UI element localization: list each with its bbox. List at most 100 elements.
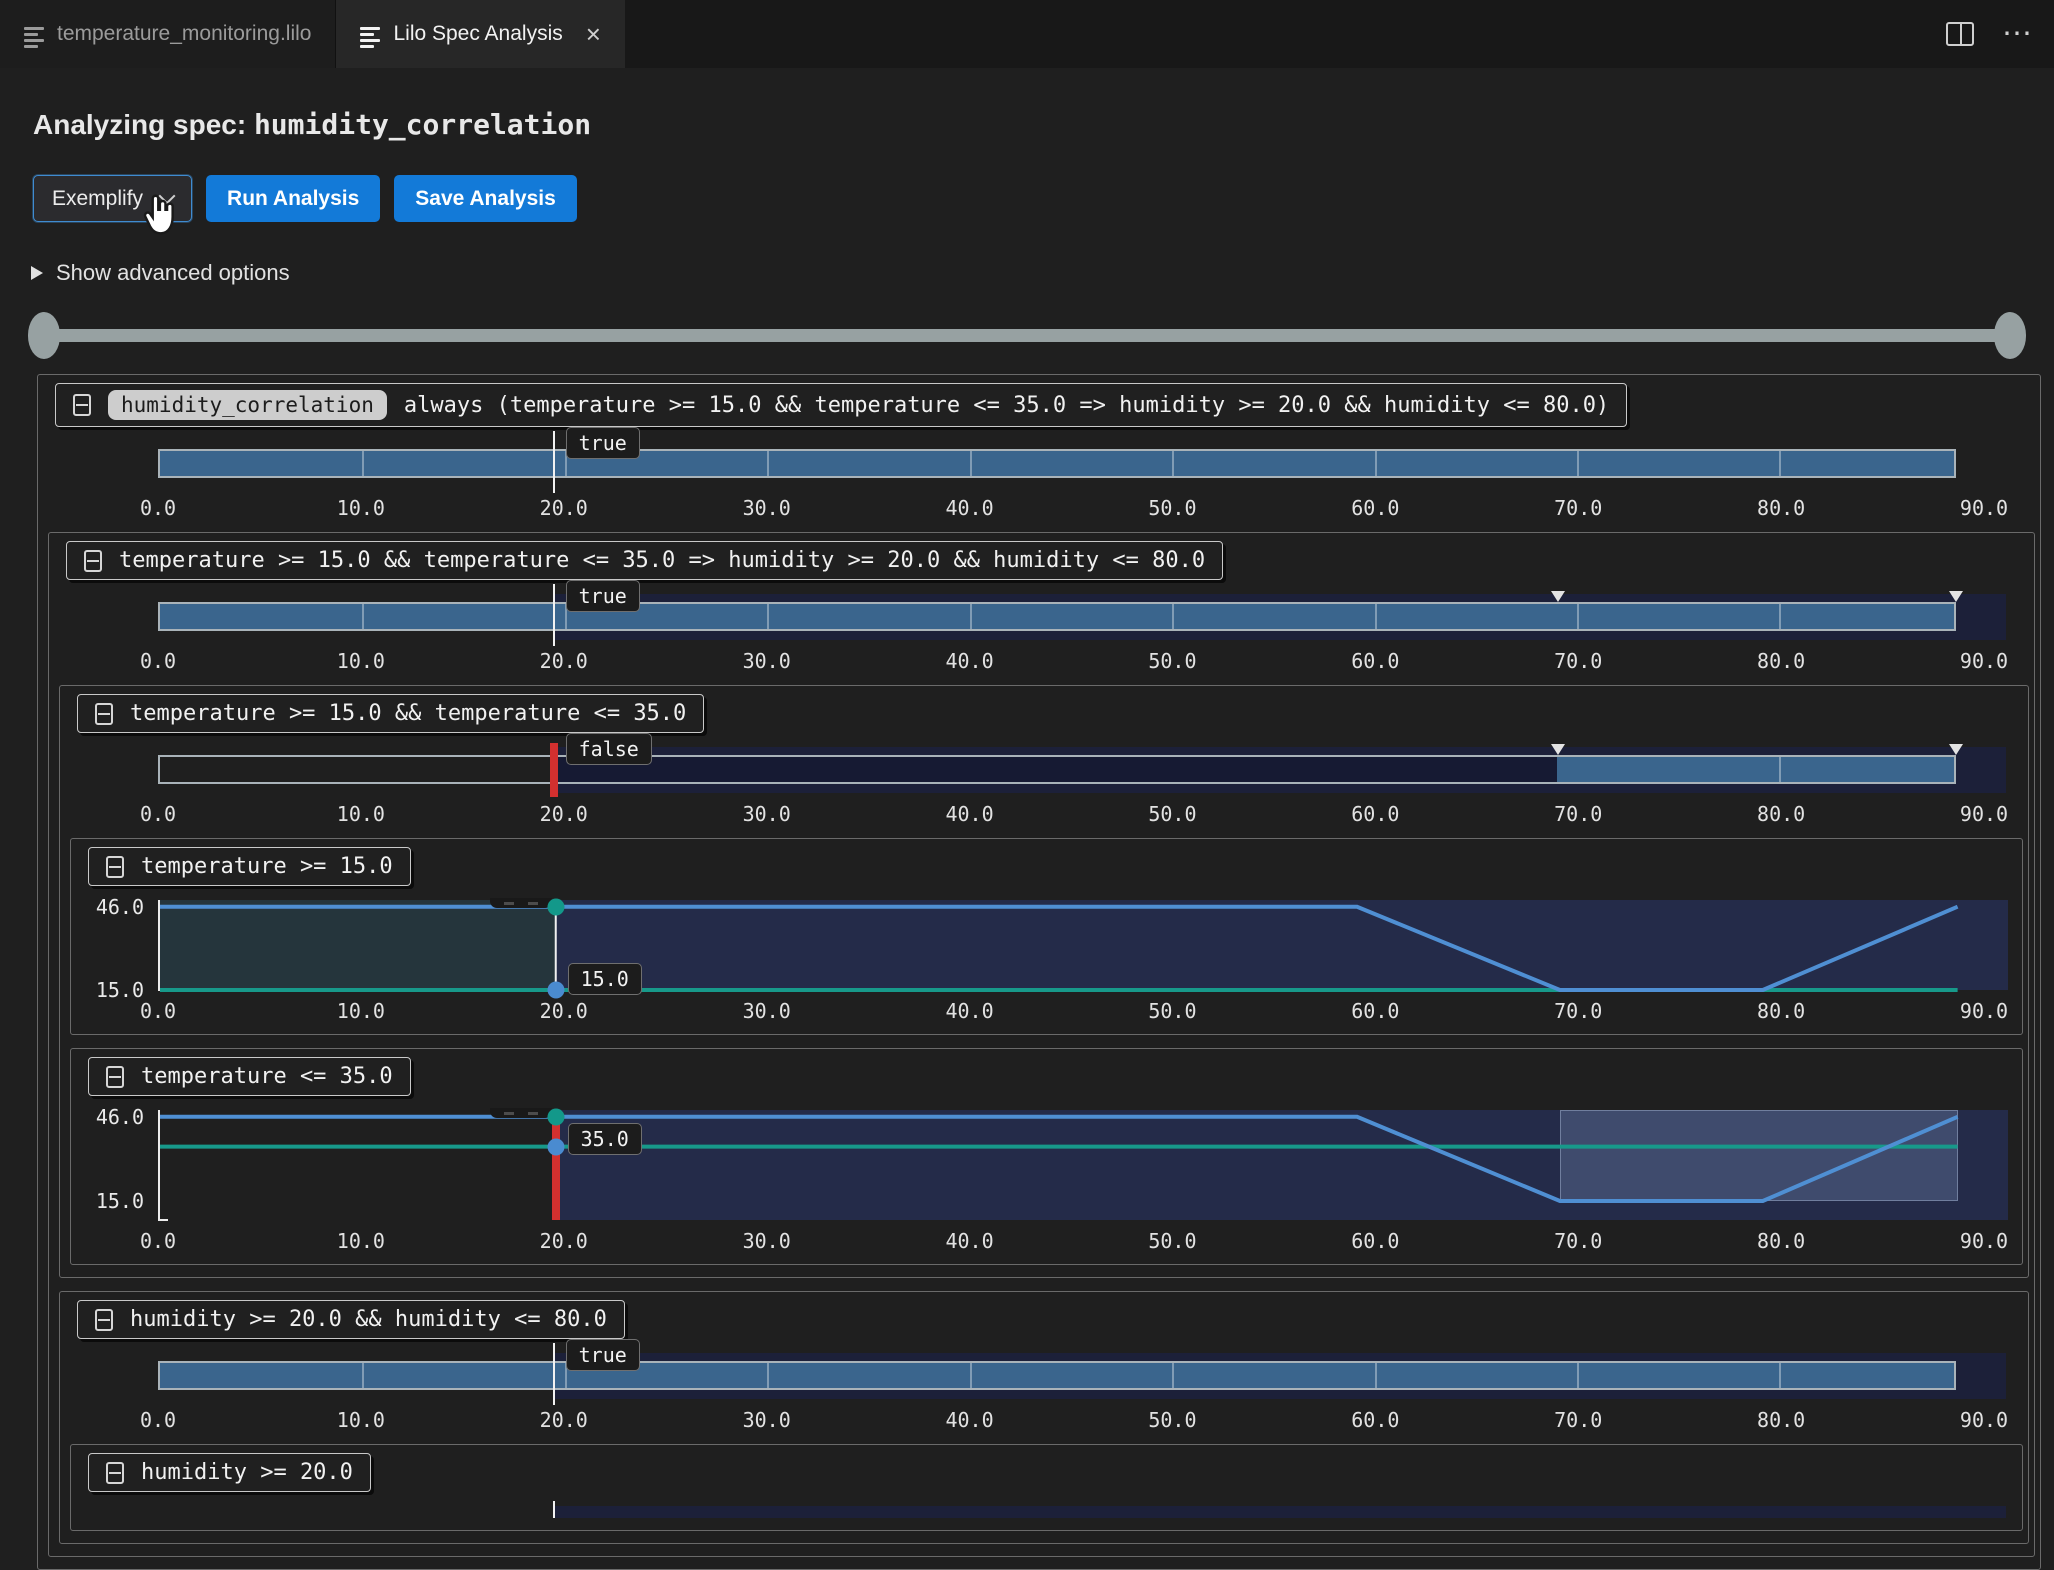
segment-divider-icon: [362, 1363, 365, 1388]
collapse-icon[interactable]: [84, 549, 102, 572]
axis-tick-label: 20.0: [539, 1229, 588, 1253]
page-title: Analyzing spec: humidity_correlation: [33, 108, 2054, 141]
cursor-red-line: [549, 743, 558, 797]
signal-chart-plot[interactable]: 46.0 15.0 15.0: [96, 895, 2008, 1002]
slider-handle-left[interactable]: [28, 312, 60, 359]
spec-name-badge: humidity_correlation: [108, 390, 387, 420]
slider-track[interactable]: [42, 329, 2012, 342]
axis-tick-label: 60.0: [1351, 1408, 1400, 1432]
signal-chart-partial[interactable]: [158, 1501, 2006, 1518]
collapse-icon[interactable]: [95, 1308, 113, 1331]
segment-divider-icon: [1577, 451, 1580, 476]
verdict-tooltip: 15.0: [567, 962, 642, 995]
advanced-options-label: Show advanced options: [56, 260, 290, 285]
cursor-white-line: [552, 1501, 555, 1518]
bool-timeline-plot[interactable]: true: [158, 580, 2006, 646]
cursor-signal-dot: [547, 898, 565, 916]
collapse-icon[interactable]: [106, 855, 124, 878]
collapse-icon[interactable]: [106, 1461, 124, 1484]
axis-tick-label: 90.0: [1959, 496, 2009, 520]
axis-tick-label: 50.0: [1148, 1408, 1197, 1432]
bool-timeline-plot[interactable]: true: [158, 427, 1984, 493]
spec-node-header[interactable]: temperature >= 15.0 && temperature <= 35…: [66, 541, 1224, 580]
axis-tick-label: 30.0: [742, 802, 791, 826]
cursor-handle[interactable]: [489, 1108, 552, 1118]
spec-node-implication: temperature >= 15.0 && temperature <= 35…: [48, 532, 2035, 1557]
axis-tick-label: 0.0: [139, 496, 177, 520]
axis-tick-label: 80.0: [1757, 999, 1806, 1023]
bool-timeline-plot[interactable]: true: [158, 1339, 2006, 1405]
segment-divider-icon: [969, 1363, 972, 1388]
signal-chart-plot[interactable]: 46.0 15.0 35.0: [96, 1105, 2008, 1221]
trace-marker-icon: [1948, 591, 1963, 602]
close-icon[interactable]: ×: [585, 19, 601, 49]
spec-node-header[interactable]: humidity >= 20.0 && humidity <= 80.0: [77, 1300, 625, 1339]
tab-temperature-monitoring[interactable]: temperature_monitoring.lilo: [0, 0, 337, 68]
axis-tick-label: 90.0: [1959, 802, 2009, 826]
save-analysis-button[interactable]: Save Analysis: [394, 175, 577, 222]
cursor-threshold-dot: [547, 1138, 565, 1156]
cursor-white-line: [554, 900, 557, 990]
spec-node-header[interactable]: humidity >= 20.0: [88, 1453, 371, 1492]
show-advanced-options-toggle[interactable]: Show advanced options: [31, 260, 2054, 286]
spec-node-header[interactable]: temperature >= 15.0 && temperature <= 35…: [77, 694, 705, 733]
chart-future-region: [555, 900, 2008, 990]
spec-node-temp-le-35: temperature <= 35.0 46.0 15.0 35.0 0.0 10.0 20…: [70, 1048, 2023, 1265]
handle-dash-icon: [527, 1111, 538, 1115]
spec-node-humidity_correlation: humidity_correlation always (temperature …: [37, 374, 2041, 1570]
axis-tick-label: 60.0: [1351, 802, 1400, 826]
triangle-right-icon: [31, 266, 43, 280]
axis-tick-label: 80.0: [1757, 496, 1806, 520]
collapse-icon[interactable]: [95, 702, 113, 725]
axis-tick-label: 30.0: [742, 496, 791, 520]
spec-node-header[interactable]: humidity_correlation always (temperature …: [55, 383, 1628, 427]
timeline-bar: [158, 449, 1956, 478]
axis-tick-label: 50.0: [1148, 999, 1197, 1023]
axis-tick-label: 60.0: [1351, 1229, 1400, 1253]
satisfied-region-highlight: [1559, 1110, 1958, 1201]
axis-tick-label: 30.0: [742, 999, 791, 1023]
segment-divider-icon: [969, 451, 972, 476]
spec-node-humid-range: humidity >= 20.0 && humidity <= 80.0 true…: [59, 1291, 2029, 1544]
axis-tick-label: 50.0: [1148, 802, 1197, 826]
split-editor-icon[interactable]: [1946, 22, 1974, 46]
bool-timeline-plot[interactable]: false: [158, 733, 2006, 797]
axis-tick-label: 30.0: [742, 1408, 791, 1432]
slider-handle-right[interactable]: [1994, 312, 2026, 359]
collapse-icon[interactable]: [73, 394, 91, 416]
spec-expression: temperature >= 15.0 && temperature <= 35…: [119, 548, 1206, 573]
trace-marker-icon: [1550, 591, 1565, 602]
timeline-segment-true: [160, 1363, 1954, 1388]
spec-node-header[interactable]: temperature >= 15.0: [88, 847, 411, 886]
axis-tick-label: 0.0: [139, 649, 177, 673]
segment-divider-icon: [1779, 604, 1782, 629]
axis-tick-label: 90.0: [1959, 1229, 2009, 1253]
spec-name: humidity_correlation: [253, 108, 592, 141]
axis-tick-label: 80.0: [1757, 1408, 1806, 1432]
segment-divider-icon: [969, 604, 972, 629]
timeline-bar: [158, 1361, 1956, 1390]
time-axis: 0.0 10.0 20.0 30.0 40.0 50.0 60.0 70.0 80.0 90.0: [140, 799, 2008, 826]
y-axis-tick-label: 15.0: [95, 1188, 144, 1213]
tab-label: temperature_monitoring.lilo: [57, 22, 312, 45]
axis-tick-label: 20.0: [539, 999, 588, 1023]
segment-divider-icon: [564, 604, 567, 629]
axis-tick-label: 50.0: [1148, 649, 1197, 673]
axis-tick-label: 60.0: [1351, 649, 1400, 673]
segment-divider-icon: [362, 604, 365, 629]
timeline-bar: [158, 755, 1956, 784]
cursor-handle[interactable]: [489, 898, 552, 908]
spec-node-temp-range: temperature >= 15.0 && temperature <= 35…: [59, 685, 2029, 1278]
page-title-prefix: Analyzing spec:: [33, 109, 254, 140]
run-analysis-button[interactable]: Run Analysis: [206, 175, 381, 222]
axis-tick-label: 40.0: [945, 999, 994, 1023]
spec-node-header[interactable]: temperature <= 35.0: [88, 1057, 411, 1096]
y-axis-tick-label: 15.0: [95, 978, 144, 1002]
spec-expression: temperature >= 15.0: [141, 854, 393, 879]
collapse-icon[interactable]: [106, 1065, 124, 1088]
trace-marker-icon: [1550, 744, 1565, 755]
exemplify-dropdown[interactable]: Exemplify: [33, 175, 193, 222]
tab-lilo-spec-analysis[interactable]: Lilo Spec Analysis ×: [336, 0, 625, 68]
segment-divider-icon: [1172, 604, 1175, 629]
axis-tick-label: 40.0: [945, 649, 994, 673]
